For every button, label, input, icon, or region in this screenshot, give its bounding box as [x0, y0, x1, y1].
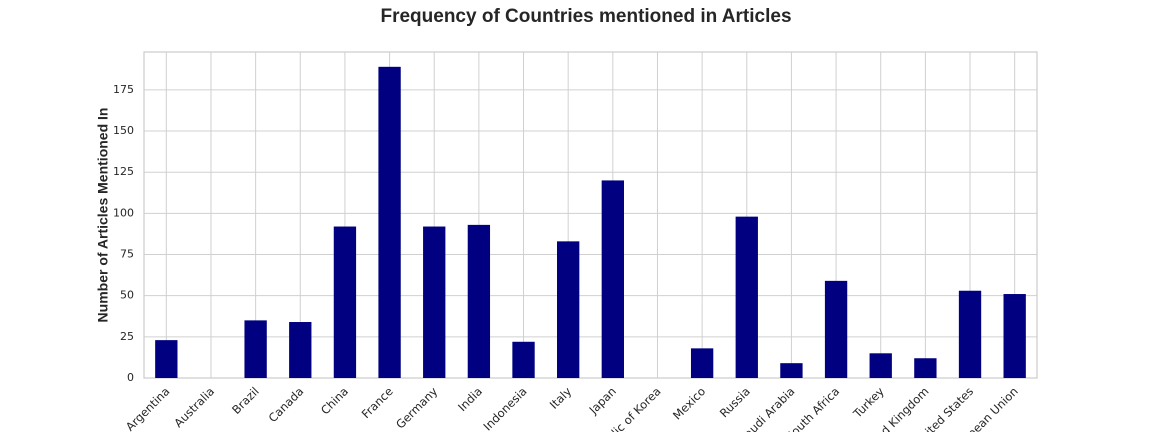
- x-tick-label: Canada: [266, 384, 307, 425]
- x-tick-label: Japan: [586, 384, 619, 417]
- x-tick-label: China: [318, 384, 351, 417]
- y-tick-label: 50: [120, 289, 134, 302]
- bar: [914, 358, 937, 378]
- bar: [333, 226, 357, 378]
- y-tick-label: 175: [113, 83, 134, 96]
- x-tick-label: India: [455, 384, 485, 414]
- y-tick-label: 25: [120, 330, 134, 343]
- bar: [735, 216, 758, 378]
- y-tick-label: 75: [120, 248, 134, 261]
- bar: [289, 322, 312, 378]
- bar: [467, 224, 491, 378]
- y-tick-label: 150: [113, 124, 134, 137]
- chart-title: Frequency of Countries mentioned in Arti…: [380, 6, 791, 27]
- x-tick-label: Argentina: [123, 384, 173, 432]
- x-tick-label: Turkey: [850, 384, 887, 421]
- bar: [601, 180, 624, 378]
- x-tick-label: Mexico: [670, 384, 708, 422]
- x-tick-label: Indonesia: [480, 384, 529, 432]
- y-tick-label: 0: [127, 371, 134, 384]
- bar: [869, 353, 892, 378]
- x-tick-label: Italy: [547, 384, 575, 412]
- plot-frame: [143, 51, 1038, 379]
- bar: [690, 348, 714, 378]
- x-tick-label: Australia: [171, 384, 217, 430]
- x-tick-label: Germany: [393, 384, 440, 431]
- bar: [1003, 294, 1026, 378]
- bar: [423, 226, 446, 378]
- bar: [557, 241, 580, 378]
- bar: [512, 341, 535, 378]
- x-tick-label: France: [359, 384, 396, 421]
- y-tick-label: 100: [113, 206, 134, 219]
- bar: [244, 320, 267, 378]
- bar: [824, 280, 848, 378]
- bar: [780, 363, 803, 378]
- y-tick-label: 125: [113, 165, 134, 178]
- x-tick-label: Russia: [717, 384, 753, 420]
- bar: [958, 290, 982, 378]
- y-axis-label: Number of Articles Mentioned In: [95, 108, 111, 323]
- x-tick-label: Brazil: [229, 384, 262, 417]
- bar: [155, 340, 178, 378]
- bar: [378, 66, 401, 379]
